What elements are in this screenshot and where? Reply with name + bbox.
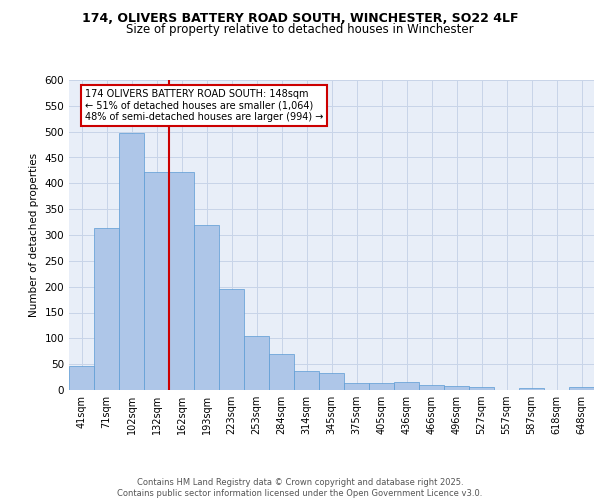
Bar (119, 133, 144, 390)
Text: Size of property relative to detached houses in Winchester: Size of property relative to detached ho… (126, 22, 474, 36)
Bar (269, 354, 294, 390)
Bar (419, 385, 444, 390)
Text: Contains HM Land Registry data © Crown copyright and database right 2025.
Contai: Contains HM Land Registry data © Crown c… (118, 478, 482, 498)
Bar (244, 336, 269, 390)
Bar (194, 224, 219, 390)
Bar (69, 366, 94, 390)
Text: 174, OLIVERS BATTERY ROAD SOUTH, WINCHESTER, SO22 4LF: 174, OLIVERS BATTERY ROAD SOUTH, WINCHES… (82, 12, 518, 26)
Bar (144, 172, 169, 390)
Bar (519, 388, 544, 390)
Bar (294, 371, 319, 390)
Bar (444, 386, 469, 390)
Bar (469, 388, 494, 390)
Bar (569, 388, 594, 390)
Bar (319, 374, 344, 390)
Text: 174 OLIVERS BATTERY ROAD SOUTH: 148sqm
← 51% of detached houses are smaller (1,0: 174 OLIVERS BATTERY ROAD SOUTH: 148sqm ←… (85, 90, 323, 122)
Bar (344, 384, 369, 390)
Bar (169, 172, 194, 390)
Y-axis label: Number of detached properties: Number of detached properties (29, 153, 39, 317)
Bar (394, 382, 419, 390)
Bar (369, 384, 394, 390)
Bar (219, 289, 244, 390)
Bar (94, 228, 119, 390)
